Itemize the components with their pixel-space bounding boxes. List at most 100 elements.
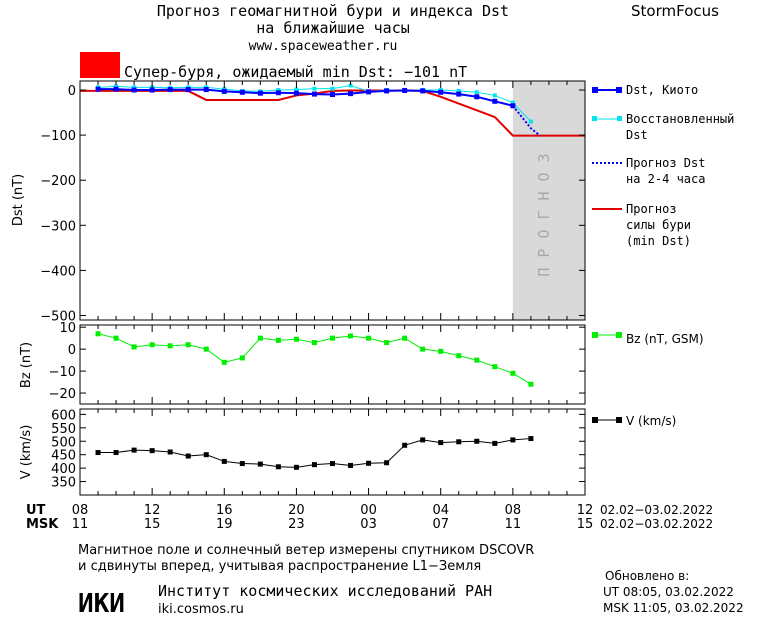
msk-date-range: 02.02−03.02.2022: [600, 517, 713, 531]
v-plot-frame: [79, 408, 586, 496]
bz-point: [311, 340, 317, 346]
legend-bz-label: Bz (nT, GSM): [626, 332, 704, 346]
y-tick-label: 600: [51, 408, 76, 423]
dst-kyoto-point: [275, 90, 281, 96]
dst-kyoto-point: [221, 88, 227, 94]
y-tick-label: −400: [40, 264, 76, 279]
bz-point: [257, 335, 263, 341]
ut-tick-label: 20: [288, 503, 305, 518]
dst-kyoto-line: [98, 88, 514, 107]
legend-restored-marker: [592, 116, 597, 121]
v-point: [438, 440, 444, 446]
footer-note-line-2: и сдвинуты вперед, учитывая распростране…: [78, 559, 481, 574]
v-point: [167, 449, 173, 455]
dst-restored-point: [330, 86, 335, 91]
legend-strength-label: Прогноз: [626, 202, 677, 216]
alert-text: Супер-буря, ожидаемый min Dst: −101 nT: [124, 63, 467, 81]
bz-point: [510, 370, 516, 376]
dst-restored-point: [492, 93, 497, 98]
v-axis-label: V (km/s): [19, 425, 34, 480]
legend-forecast-label: Прогноз Dst: [626, 156, 705, 170]
msk-label: MSK: [26, 517, 59, 532]
v-point: [185, 453, 191, 459]
dst-kyoto-point: [366, 89, 372, 95]
dst-kyoto-point: [185, 87, 191, 93]
legend-restored-label-2: Dst: [626, 128, 648, 142]
dst-kyoto-point: [131, 87, 137, 93]
v-point: [113, 450, 119, 456]
dst-kyoto-point: [402, 87, 408, 93]
v-point: [528, 436, 534, 442]
msk-tick-label: 15: [144, 517, 161, 532]
v-point: [149, 448, 155, 454]
v-point: [95, 450, 101, 456]
institute-name: Институт космических исследований РАН: [158, 582, 492, 600]
bz-point: [384, 340, 390, 346]
ut-tick-label: 12: [577, 503, 594, 518]
iki-logo: ИКИ: [78, 589, 125, 619]
bz-point: [95, 331, 101, 337]
dst-kyoto-point: [167, 87, 173, 93]
bz-point: [293, 336, 299, 342]
v-point: [203, 452, 209, 458]
bz-point: [528, 381, 534, 387]
dst-kyoto-point: [203, 87, 209, 93]
alert-color-box: [80, 52, 120, 78]
dst-kyoto-point: [492, 98, 498, 104]
ut-tick-label: 12: [144, 503, 161, 518]
ut-label: UT: [26, 503, 46, 518]
y-tick-label: 350: [51, 476, 76, 491]
dst-forecast-line: [512, 105, 541, 137]
y-tick-label: −300: [40, 219, 76, 234]
chart-subtitle: на ближайшие часы: [256, 19, 410, 37]
ut-date-range: 02.02−03.02.2022: [600, 503, 713, 517]
dst-kyoto-point: [149, 87, 155, 93]
v-point: [257, 461, 263, 467]
v-point: [293, 464, 299, 470]
legend-forecast-label-2: на 2-4 часа: [626, 172, 705, 186]
legend-v-marker: [616, 417, 622, 423]
dst-restored-point: [348, 83, 353, 88]
bz-point: [221, 359, 227, 365]
bz-point: [239, 355, 245, 361]
legend-restored-label: Восстановленный: [626, 112, 734, 126]
v-point: [330, 461, 335, 467]
y-tick-label: −10: [49, 365, 76, 380]
msk-tick-label: 11: [72, 517, 89, 532]
legend-strength-label-2: силы бури: [626, 218, 691, 232]
v-point: [311, 462, 317, 468]
bz-point: [420, 346, 426, 352]
v-point: [239, 461, 245, 467]
y-tick-label: −200: [40, 174, 76, 189]
dst-restored-point: [114, 84, 119, 89]
bz-point: [113, 335, 119, 341]
bz-point: [330, 335, 335, 341]
v-point: [131, 447, 137, 453]
msk-tick-label: 23: [288, 517, 305, 532]
dst-restored-point: [456, 88, 461, 93]
dst-restored-point: [528, 119, 533, 124]
updated-label: Обновлено в:: [605, 569, 689, 583]
dst-axis-label: Dst (nT): [11, 174, 26, 226]
ut-tick-label: 00: [360, 503, 377, 518]
dst-kyoto-point: [113, 86, 119, 92]
bz-point: [348, 333, 354, 339]
v-point: [492, 440, 498, 446]
y-tick-label: 500: [51, 435, 76, 450]
bz-point: [203, 346, 209, 352]
msk-tick-label: 15: [577, 517, 594, 532]
forecast-zone-label: ПРОГНОЗ: [535, 143, 553, 276]
y-tick-label: 0: [68, 343, 76, 358]
site-url: www.spaceweather.ru: [249, 39, 398, 54]
forecast-zone: [512, 81, 585, 320]
dst-kyoto-point: [311, 91, 317, 97]
y-tick-label: 0: [68, 84, 76, 99]
ut-tick-label: 04: [432, 503, 449, 518]
dst-panel: ПРОГНОЗ 0 −100 −200 −300 −400 −500 Dst (nT): [11, 80, 586, 324]
bz-point: [275, 337, 281, 343]
msk-tick-label: 19: [216, 517, 233, 532]
bz-point: [131, 344, 137, 350]
y-tick-label: 550: [51, 422, 76, 437]
updated-ut: UT 08:05, 03.02.2022: [603, 585, 734, 599]
